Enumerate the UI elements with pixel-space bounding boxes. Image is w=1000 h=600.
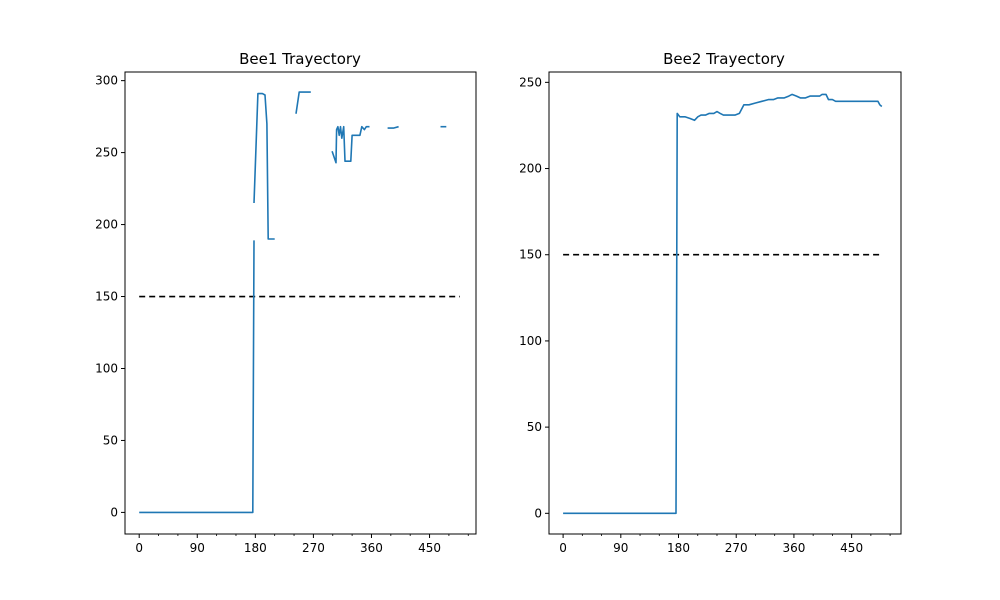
y-tick-label: 250 (95, 146, 118, 160)
trajectory-segment-4 (387, 125, 399, 129)
y-tick-label: 100 (519, 334, 542, 348)
y-tick-label: 200 (519, 162, 542, 176)
trajectory-segment-1 (253, 92, 275, 240)
trajectory-segment-3 (331, 125, 370, 164)
y-tick-label: 50 (527, 420, 542, 434)
x-tick-label: 90 (613, 541, 628, 555)
x-tick-label: 360 (360, 541, 383, 555)
x-tick-label: 0 (559, 541, 567, 555)
y-tick-label: 0 (534, 506, 542, 520)
y-tick-label: 200 (95, 218, 118, 232)
x-tick-label: 450 (840, 541, 863, 555)
x-tick-label: 360 (782, 541, 805, 555)
y-tick-label: 100 (95, 361, 118, 375)
y-tick-label: 150 (95, 290, 118, 304)
bee1-trajectory-chart: Bee1 Trayectory 0 90 180 270 360 450 0 50 100 150… (95, 50, 477, 555)
y-tick-label: 50 (103, 433, 118, 447)
trajectory-segment-0 (563, 93, 883, 515)
y-tick-label: 300 (95, 74, 118, 88)
chart-title: Bee2 Trayectory (663, 50, 785, 68)
x-tick-label: 180 (667, 541, 690, 555)
x-tick-label: 270 (725, 541, 748, 555)
x-tick-label: 0 (135, 541, 143, 555)
y-tick-label: 0 (110, 505, 118, 519)
trajectory-segment-2 (295, 91, 311, 114)
y-tick-label: 250 (519, 75, 542, 89)
plot-frame (548, 71, 902, 535)
y-tick-label: 150 (519, 248, 542, 262)
chart-title: Bee1 Trayectory (239, 50, 361, 68)
x-tick-label: 270 (302, 541, 325, 555)
bee2-trajectory-chart: Bee2 Trayectory 0 90 180 270 360 450 0 50 100 150… (519, 50, 902, 555)
trajectory-segment-0 (139, 240, 255, 514)
x-tick-label: 180 (244, 541, 267, 555)
plot-frame (124, 71, 477, 535)
x-tick-label: 90 (190, 541, 205, 555)
x-tick-label: 450 (418, 541, 441, 555)
